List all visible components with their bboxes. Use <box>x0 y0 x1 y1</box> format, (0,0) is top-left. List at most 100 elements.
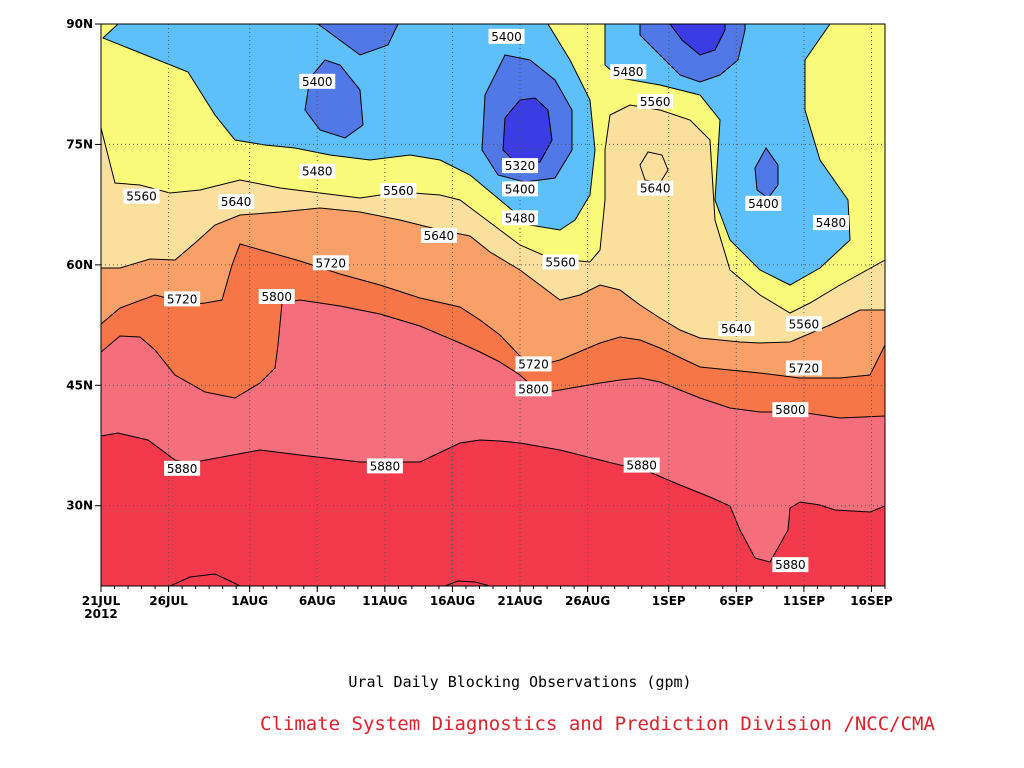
contour-label-bg <box>299 163 336 179</box>
contour-label-text: 5560 <box>545 255 576 269</box>
x-tick-label: 11SEP <box>783 594 826 608</box>
contour-line-5880-south <box>169 573 241 586</box>
contour-label: 5480 <box>502 210 539 226</box>
contour-label: 5400 <box>502 181 539 197</box>
y-tick-label: 60N <box>66 258 93 272</box>
contour-label-text: 5560 <box>789 317 820 331</box>
contour-label-bg <box>718 321 755 337</box>
contour-label-bg <box>637 93 674 109</box>
contour-label: 5720 <box>312 255 349 271</box>
contour-label-text: 5880 <box>167 462 198 476</box>
contour-label: 5480 <box>610 64 647 80</box>
contour-label-bg <box>515 356 552 372</box>
x-axis: 21JUL 26JUL 1AUG 6AUG 11AUG 16AUG 21AUG 26AUG 1S… <box>82 586 893 621</box>
contour-label-bg <box>637 180 674 196</box>
contour-line-5480-east <box>604 24 851 286</box>
contour-label-bg <box>420 227 457 243</box>
contour-line-5400-d <box>639 24 746 83</box>
contour-label-text: 5720 <box>518 357 549 371</box>
contour-label-bg <box>502 181 539 197</box>
contour-label-text: 5560 <box>126 190 157 204</box>
contour-label-bg <box>785 360 822 376</box>
contour-label: 5480 <box>812 215 849 231</box>
contour-label: 5800 <box>772 402 809 418</box>
contour-label-bg <box>488 28 525 44</box>
y-tick-label: 45N <box>66 378 93 392</box>
contour-line-5640 <box>101 207 885 344</box>
contour-label: 5560 <box>542 254 579 270</box>
x-tick-label: 1SEP <box>652 594 686 608</box>
contour-label-bg <box>218 194 255 210</box>
contour-label-text: 5480 <box>613 65 644 79</box>
contour-label-text: 5400 <box>302 75 333 89</box>
contour-line-5400-c <box>481 54 573 183</box>
contour-label-bg <box>164 460 201 476</box>
contour-label: 5880 <box>366 458 403 474</box>
contour-label-bg <box>772 557 809 573</box>
contour-label-bg <box>745 195 782 211</box>
contour-label-text: 5640 <box>424 229 455 243</box>
contour-lines <box>101 24 885 586</box>
x-tick-label: 26JUL <box>149 594 188 608</box>
contour-label-bg <box>785 316 822 332</box>
contour-label-bg <box>164 291 201 307</box>
x-tick-label: 21AUG <box>497 594 542 608</box>
contour-label-bg <box>123 188 160 204</box>
contour-label: 5560 <box>637 93 674 109</box>
contour-label-text: 5640 <box>721 322 752 336</box>
contour-line-5320-a <box>502 97 553 163</box>
contour-label-bg <box>380 182 417 198</box>
x-year-label: 2012 <box>84 607 117 621</box>
contour-label: 5400 <box>299 73 336 89</box>
contour-labels: 5400 5400 5480 5560 5320 5480 5400 5640 5560 5560… <box>123 28 849 573</box>
contour-label-text: 5640 <box>640 182 671 196</box>
chart-title: Ural Daily Blocking Observations (gpm) <box>348 673 692 691</box>
contour-line-5480 <box>102 24 596 231</box>
contour-label: 5560 <box>785 316 822 332</box>
contour-label-text: 5480 <box>816 216 847 230</box>
band-5400-5480-fill <box>103 24 850 285</box>
contour-label: 5640 <box>637 180 674 196</box>
y-axis: 30N 45N 60N 75N 90N <box>66 17 101 513</box>
contour-label: 5720 <box>785 360 822 376</box>
contour-label: 5880 <box>772 557 809 573</box>
contour-label: 5880 <box>623 457 660 473</box>
contour-label-bg <box>610 64 647 80</box>
gridlines <box>101 24 885 586</box>
contour-label: 5720 <box>515 356 552 372</box>
contour-label-text: 5480 <box>302 165 333 179</box>
contour-label: 5400 <box>488 28 525 44</box>
contour-label: 5640 <box>718 321 755 337</box>
contour-label-text: 5720 <box>167 292 198 306</box>
contour-label-text: 5400 <box>748 197 779 211</box>
contour-label-bg <box>772 402 809 418</box>
contour-label-text: 5880 <box>626 459 657 473</box>
contour-label: 5320 <box>502 158 539 174</box>
contour-label-text: 5400 <box>491 30 522 44</box>
contour-label-bg <box>623 457 660 473</box>
band-lt5320-fill <box>503 24 725 162</box>
contour-label-bg <box>812 215 849 231</box>
contour-label-bg <box>542 254 579 270</box>
contour-label-bg <box>502 158 539 174</box>
contour-plot-area: 5400 5400 5480 5560 5320 5480 5400 5640 5560 5560… <box>101 24 885 586</box>
y-tick-label: 75N <box>66 137 93 151</box>
contour-label-text: 5720 <box>789 361 820 375</box>
contour-label: 5560 <box>380 182 417 198</box>
x-tick-label: 1AUG <box>231 594 268 608</box>
contour-label-bg <box>502 210 539 226</box>
x-tick-label: 6SEP <box>719 594 753 608</box>
credit-text: Climate System Diagnostics and Predictio… <box>260 713 935 735</box>
contour-label: 5400 <box>745 195 782 211</box>
y-tick-label: 90N <box>66 17 93 31</box>
contour-label-text: 5320 <box>505 159 536 173</box>
contour-label-text: 5720 <box>316 256 347 270</box>
contour-label-text: 5480 <box>505 211 536 225</box>
contour-label-text: 5800 <box>518 382 549 396</box>
contour-label-text: 5560 <box>383 184 414 198</box>
x-tick-label: 11AUG <box>362 594 407 608</box>
contour-line-5880 <box>101 432 885 563</box>
contour-label: 5480 <box>299 163 336 179</box>
contour-label-text: 5880 <box>775 558 806 572</box>
contour-line-5400-a <box>317 24 399 56</box>
